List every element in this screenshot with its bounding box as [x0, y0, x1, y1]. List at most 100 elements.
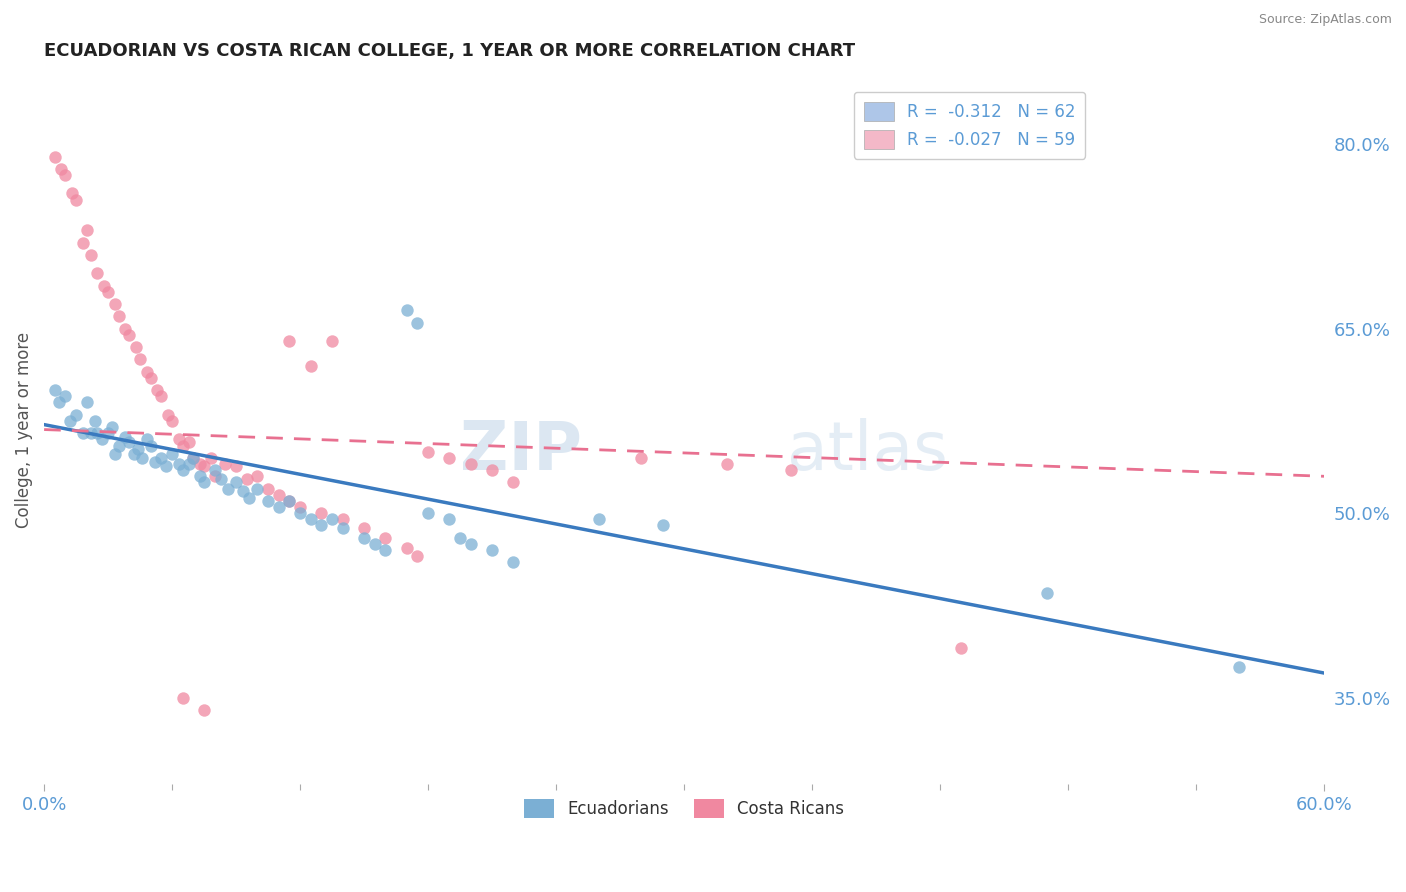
Point	[76, 395, 98, 409]
Point	[55, 168, 77, 182]
Point	[90, 433, 112, 447]
Point	[103, 447, 125, 461]
Point	[374, 543, 396, 558]
Point	[72, 426, 94, 441]
Point	[449, 531, 471, 545]
Point	[183, 450, 205, 465]
Point	[118, 327, 141, 342]
Point	[150, 389, 173, 403]
Point	[76, 223, 98, 237]
Point	[97, 285, 120, 299]
Point	[651, 518, 673, 533]
Point	[481, 463, 503, 477]
Point	[129, 352, 152, 367]
Point	[193, 703, 215, 717]
Point	[167, 433, 190, 447]
Point	[188, 457, 211, 471]
Point	[97, 426, 120, 441]
Point	[395, 541, 418, 555]
Point	[172, 438, 194, 452]
Point	[80, 426, 103, 441]
Point	[1227, 660, 1250, 674]
Point	[131, 450, 153, 465]
Point	[84, 414, 107, 428]
Point	[204, 469, 226, 483]
Point	[460, 537, 482, 551]
Point	[200, 450, 222, 465]
Point	[416, 444, 439, 458]
Text: ZIP: ZIP	[460, 418, 582, 484]
Point	[288, 500, 311, 514]
Point	[225, 459, 247, 474]
Point	[231, 483, 253, 498]
Point	[107, 438, 129, 452]
Y-axis label: College, 1 year or more: College, 1 year or more	[15, 332, 32, 528]
Point	[374, 531, 396, 545]
Point	[321, 512, 343, 526]
Point	[103, 297, 125, 311]
Text: Source: ZipAtlas.com: Source: ZipAtlas.com	[1258, 13, 1392, 27]
Point	[311, 506, 333, 520]
Point	[630, 450, 652, 465]
Point	[214, 457, 236, 471]
Point	[439, 450, 461, 465]
Point	[502, 555, 524, 569]
Point	[179, 457, 201, 471]
Point	[65, 193, 87, 207]
Point	[193, 459, 215, 474]
Point	[193, 475, 215, 490]
Point	[65, 408, 87, 422]
Point	[179, 434, 201, 449]
Point	[406, 316, 429, 330]
Point	[156, 408, 179, 422]
Point	[238, 491, 260, 506]
Point	[172, 463, 194, 477]
Point	[188, 469, 211, 483]
Point	[267, 488, 290, 502]
Point	[311, 518, 333, 533]
Point	[332, 521, 354, 535]
Point	[122, 447, 145, 461]
Point	[481, 543, 503, 558]
Point	[353, 521, 375, 535]
Point	[588, 512, 610, 526]
Point	[172, 690, 194, 705]
Point	[135, 365, 157, 379]
Point	[267, 500, 290, 514]
Point	[236, 472, 259, 486]
Point	[80, 248, 103, 262]
Legend: Ecuadorians, Costa Ricans: Ecuadorians, Costa Ricans	[517, 792, 851, 825]
Point	[779, 463, 801, 477]
Point	[160, 414, 183, 428]
Point	[321, 334, 343, 348]
Point	[950, 641, 973, 656]
Point	[48, 395, 70, 409]
Point	[332, 512, 354, 526]
Point	[60, 186, 83, 201]
Point	[139, 438, 162, 452]
Point	[299, 359, 322, 373]
Point	[257, 482, 280, 496]
Point	[278, 494, 301, 508]
Point	[160, 447, 183, 461]
Point	[406, 549, 429, 564]
Point	[1036, 586, 1059, 600]
Point	[353, 531, 375, 545]
Point	[93, 278, 115, 293]
Point	[51, 161, 73, 176]
Point	[246, 469, 269, 483]
Point	[72, 235, 94, 250]
Point	[257, 494, 280, 508]
Point	[416, 506, 439, 520]
Point	[716, 457, 738, 471]
Point	[139, 371, 162, 385]
Point	[183, 450, 205, 465]
Point	[44, 383, 66, 397]
Point	[114, 322, 136, 336]
Point	[155, 459, 177, 474]
Point	[55, 389, 77, 403]
Point	[167, 457, 190, 471]
Point	[44, 149, 66, 163]
Point	[299, 512, 322, 526]
Point	[150, 450, 173, 465]
